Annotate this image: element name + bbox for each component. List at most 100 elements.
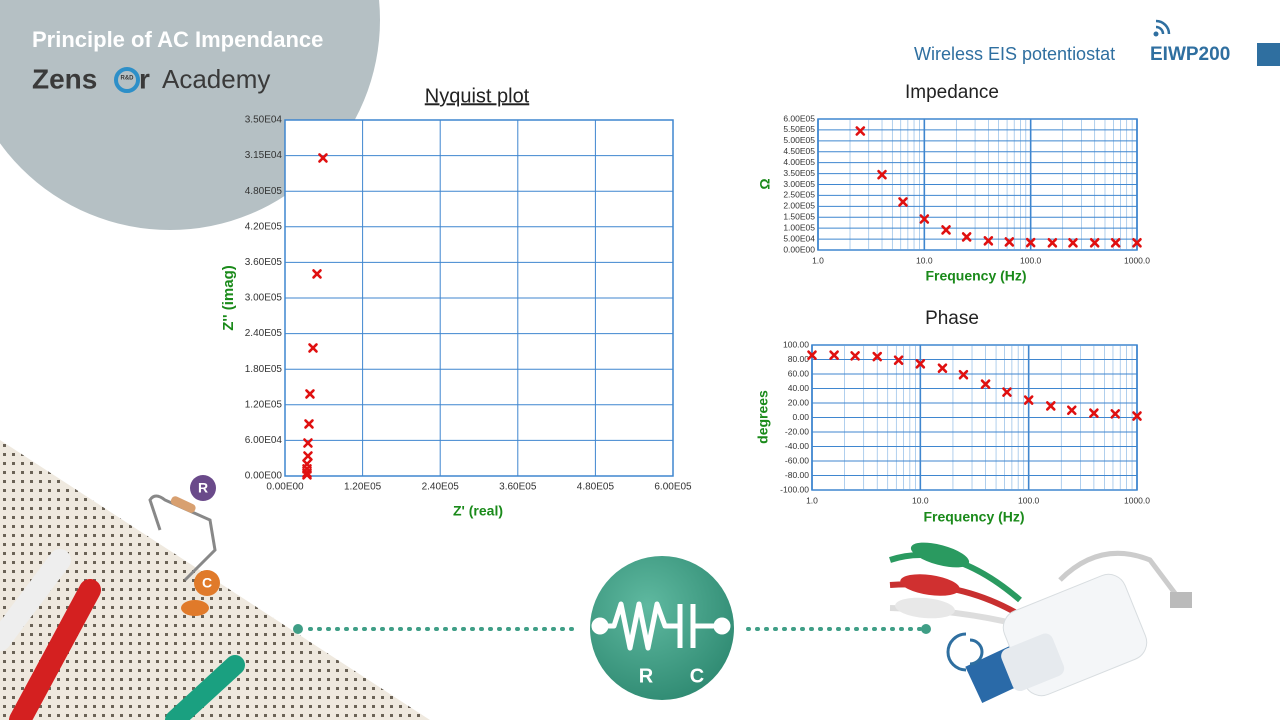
y-tick-label: 3.60E05 — [245, 257, 283, 268]
product-model: EIWP200 — [1150, 44, 1230, 65]
x-tick-label: 6.00E05 — [654, 482, 692, 493]
y-tick-label: 5.00E05 — [783, 135, 815, 145]
marker — [1089, 237, 1100, 248]
marker — [958, 369, 969, 380]
marker — [1045, 401, 1056, 411]
accent-block — [1257, 43, 1280, 66]
y-tick-label: -80.00 — [785, 470, 809, 480]
y-tick-label: 3.50E04 — [245, 115, 283, 126]
y-tick-label: 0.00E00 — [783, 244, 815, 254]
y-tick-label: 6.00E04 — [245, 435, 283, 446]
breadboard-r: R — [198, 480, 208, 496]
y-tick-label: 4.00E05 — [783, 157, 815, 167]
y-tick-label: 3.00E05 — [245, 293, 283, 304]
brand-tail: r — [139, 63, 150, 94]
x-axis-label: Frequency (Hz) — [925, 268, 1026, 284]
brand-ring — [114, 67, 140, 93]
marker — [877, 169, 887, 180]
x-tick-label: 3.60E05 — [499, 482, 537, 493]
marker — [1110, 409, 1121, 419]
x-tick-label: 1000.0 — [1124, 495, 1150, 505]
y-tick-label: 80.00 — [788, 354, 810, 364]
product-text: Wireless EIS potentiostat — [914, 44, 1115, 64]
y-tick-label: -20.00 — [785, 426, 809, 436]
marker — [980, 379, 991, 389]
y-tick-label: 0.00 — [792, 412, 809, 422]
y-tick-label: 2.50E05 — [783, 190, 815, 200]
marker — [915, 359, 926, 369]
marker — [303, 451, 313, 461]
x-tick-label: 10.0 — [912, 495, 929, 505]
x-tick-label: 1.0 — [806, 495, 818, 505]
y-tick-label: 1.80E05 — [245, 364, 283, 375]
y-tick-label: 5.00E04 — [783, 233, 815, 243]
y-tick-label: 60.00 — [788, 368, 810, 378]
marker — [1004, 237, 1015, 247]
wifi-icon — [1153, 19, 1171, 37]
marker — [1132, 237, 1142, 248]
x-axis-label: Frequency (Hz) — [923, 509, 1024, 525]
marker — [807, 350, 817, 360]
marker — [937, 363, 948, 373]
y-tick-label: 2.40E05 — [245, 328, 283, 339]
y-tick-label: 1.20E05 — [245, 399, 283, 410]
breadboard — [0, 440, 430, 720]
breadboard-c: C — [202, 575, 212, 591]
marker — [308, 343, 318, 353]
y-tick-label: 40.00 — [788, 383, 810, 393]
y-tick-label: -60.00 — [785, 455, 809, 465]
marker — [1025, 237, 1036, 248]
x-tick-label: 2.40E05 — [422, 482, 460, 493]
connector — [293, 624, 931, 634]
y-tick-label: 5.50E05 — [783, 124, 815, 134]
x-tick-label: 4.80E05 — [577, 482, 615, 493]
y-tick-label: 3.50E05 — [783, 168, 815, 178]
y-tick-label: -40.00 — [785, 441, 809, 451]
marker — [1068, 237, 1078, 248]
marker — [961, 232, 972, 242]
marker — [1110, 237, 1121, 248]
y-tick-label: 3.15E04 — [245, 150, 283, 161]
y-tick-label: 4.80E05 — [245, 186, 283, 197]
marker — [872, 351, 883, 362]
marker — [855, 126, 866, 136]
marker — [893, 355, 904, 366]
brand: Zens — [32, 63, 97, 94]
x-tick-label: 10.0 — [916, 255, 933, 265]
y-tick-label: 20.00 — [788, 397, 810, 407]
x-tick-label: 1.20E05 — [344, 482, 382, 493]
slide-title: Principle of AC Impendance — [32, 27, 323, 52]
marker — [919, 214, 930, 224]
marker — [941, 225, 951, 235]
y-tick-label: 4.20E05 — [245, 221, 283, 232]
circuit-r: R — [639, 665, 654, 687]
y-axis-label: Ω — [757, 178, 773, 189]
y-tick-label: 6.00E05 — [783, 113, 815, 123]
y-axis-label: Z'' (imag) — [220, 265, 237, 330]
device — [889, 542, 1192, 704]
marker — [829, 350, 839, 360]
marker — [318, 153, 328, 163]
y-tick-label: 0.00E00 — [245, 471, 283, 482]
marker — [1023, 395, 1034, 405]
y-tick-label: 1.00E05 — [783, 222, 815, 232]
rc-circle — [590, 556, 734, 700]
y-tick-label: 100.00 — [783, 339, 809, 349]
y-tick-label: -100.00 — [780, 484, 809, 494]
marker — [1047, 237, 1058, 248]
marker — [302, 470, 312, 480]
chart-title: Impedance — [905, 82, 999, 103]
marker — [303, 438, 313, 448]
x-axis-label: Z' (real) — [453, 503, 503, 519]
marker — [1066, 405, 1077, 416]
brand-badge: R&D — [121, 76, 135, 82]
y-tick-label: 3.00E05 — [783, 179, 815, 189]
marker — [1089, 408, 1099, 418]
academy: Academy — [162, 64, 270, 94]
x-tick-label: 100.0 — [1020, 255, 1042, 265]
marker — [983, 236, 994, 246]
x-tick-label: 1000.0 — [1124, 255, 1150, 265]
y-tick-label: 2.00E05 — [783, 201, 815, 211]
chart-title: Phase — [925, 308, 979, 329]
